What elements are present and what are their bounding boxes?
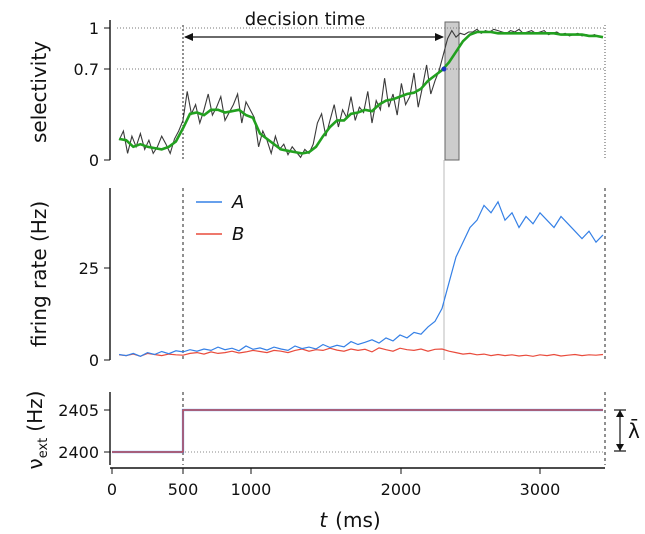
x-axis-label-unit: (ms) (335, 508, 381, 532)
selectivity-panel: decision time 1 0.7 0 selectivity (27, 9, 606, 170)
lambda-arrowhead-top (616, 410, 624, 417)
x-tick-label-3000: 3000 (520, 480, 561, 499)
decision-time-label: decision time (245, 9, 366, 30)
decision-time-arrowhead-right (435, 33, 444, 41)
x-tick-label-500: 500 (168, 480, 199, 499)
y-tick-label-25: 25 (79, 259, 99, 278)
selectivity-raw-line (118, 28, 600, 159)
selectivity-smooth-line (118, 30, 604, 155)
selectivity-y-label: selectivity (27, 41, 51, 143)
ext-input-A-line (112, 408, 603, 454)
y-tick-label-2400: 2400 (58, 443, 99, 462)
ext-y-label-unit: (Hz) (23, 391, 47, 432)
x-tick-label-0: 0 (107, 480, 117, 499)
ext-y-label: νext (Hz) (23, 391, 51, 470)
series-B-line (119, 347, 604, 357)
external-input-panel: λ̄ 2405 2400 νext (Hz) 0 500 1000 2000 30… (23, 391, 640, 532)
x-tick-label-2000: 2000 (381, 480, 422, 499)
x-axis-label: t (ms) (319, 508, 380, 532)
rate-y-label: firing rate (Hz) (27, 201, 51, 347)
x-tick-label-1000: 1000 (231, 480, 272, 499)
y-tick-label-0.7: 0.7 (74, 60, 99, 79)
decision-time-arrowhead-left (184, 33, 193, 41)
firing-rate-panel: A B 25 0 firing rate (Hz) (27, 188, 606, 370)
legend-label-A: A (231, 192, 244, 213)
ext-y-label-sub: ext (36, 438, 51, 459)
lambda-label: λ̄ (628, 418, 640, 443)
threshold-crossing-marker (441, 66, 447, 72)
series-A-line (119, 200, 604, 357)
ext-y-label-main: ν (23, 458, 47, 469)
legend-label-B: B (232, 224, 244, 245)
y-tick-label-1: 1 (89, 19, 99, 38)
decision-band (444, 21, 460, 161)
y-tick-label-0: 0 (89, 151, 99, 170)
ext-input-B-line (112, 409, 603, 453)
x-axis-label-var: t (319, 508, 328, 532)
lambda-arrowhead-bottom (616, 444, 624, 451)
y-tick-label-0-rate: 0 (89, 351, 99, 370)
y-tick-label-2405: 2405 (58, 401, 99, 420)
